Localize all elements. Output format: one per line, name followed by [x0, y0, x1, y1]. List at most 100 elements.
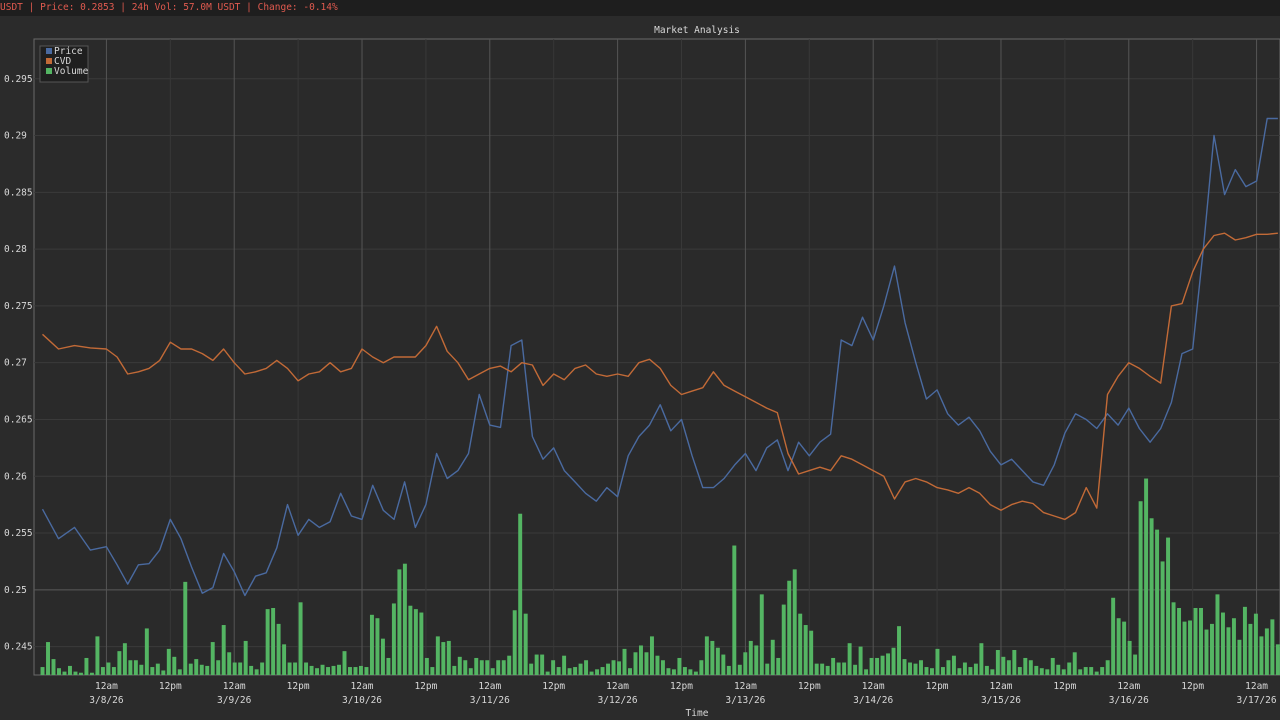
volume-bar [512, 610, 517, 675]
y-tick-label: 0.27 [4, 358, 27, 369]
volume-bar [655, 655, 660, 675]
volume-bar [133, 660, 138, 675]
volume-bar [1116, 618, 1121, 675]
volume-bar [540, 654, 545, 675]
volume-bar [188, 663, 193, 675]
volume-bar [765, 663, 770, 675]
volume-bar [122, 643, 127, 675]
volume-bar [249, 665, 254, 675]
volume-bar [1210, 623, 1214, 675]
volume-bar [177, 669, 182, 675]
volume-bar [331, 665, 336, 675]
volume-bar [671, 669, 676, 675]
volume-bar [221, 625, 226, 675]
volume-bar [479, 660, 484, 675]
volume-bar [413, 609, 418, 675]
volume-bar [430, 667, 435, 675]
y-tick-label: 0.265 [4, 414, 33, 425]
volume-bar [348, 667, 352, 675]
change-value: -0.14% [303, 2, 338, 13]
volume-bar [1122, 621, 1127, 675]
ticker-pair: USDT [0, 2, 23, 13]
x-tick-label: 12pm [287, 681, 310, 692]
volume-bar [633, 652, 638, 675]
legend-swatch-volume [46, 68, 52, 74]
x-tick-label: 12am [351, 681, 374, 692]
market-chart[interactable]: Market Analysis 0.2450.250.2550.260.2650… [0, 16, 1280, 720]
volume-bar [386, 657, 391, 675]
volume-bar [891, 647, 896, 675]
volume-bar [518, 513, 523, 675]
volume-bar [304, 662, 309, 675]
volume-bar [46, 642, 50, 675]
volume-bar [128, 660, 133, 675]
volume-bar [62, 671, 67, 675]
volume-bar [1248, 623, 1253, 675]
volume-bar [1056, 664, 1061, 675]
volume-bar [326, 667, 330, 675]
volume-bar [342, 651, 347, 675]
volume-bar [595, 669, 600, 675]
volume-label: 24h Vol: [131, 2, 178, 13]
volume-bar [957, 668, 962, 675]
volume-bar [1264, 628, 1269, 675]
volume-bar [1275, 644, 1280, 675]
volume-bar [155, 663, 160, 675]
volume-bar [194, 659, 199, 675]
volume-bar [1089, 667, 1094, 675]
volume-bar [441, 642, 446, 675]
y-tick-label: 0.285 [4, 187, 33, 198]
x-tick-date-label: 3/17/26 [1237, 695, 1277, 706]
change-label: Change: [257, 2, 298, 13]
volume-bar [391, 603, 396, 675]
volume-bar [1111, 597, 1116, 675]
volume-bar [644, 652, 649, 675]
volume-bar [842, 662, 847, 675]
volume-bar [584, 660, 589, 675]
volume-bar [929, 668, 934, 675]
x-tick-date-label: 3/16/26 [1109, 695, 1149, 706]
volume-bar [1149, 518, 1154, 675]
volume-bar [567, 668, 572, 675]
volume-bar [276, 623, 281, 675]
volume-bar [611, 660, 616, 675]
volume-bar [1023, 657, 1028, 675]
volume-bar [913, 663, 918, 675]
volume-bar [1078, 669, 1083, 675]
ticker-separator: | [246, 2, 252, 13]
volume-bar [452, 665, 457, 675]
volume-bar [770, 639, 775, 675]
volume-bar [940, 667, 945, 675]
volume-bar [457, 656, 462, 675]
volume-bar [1138, 501, 1143, 675]
volume-bar [1061, 669, 1066, 675]
x-axis-title: Time [686, 708, 709, 719]
volume-bar [485, 660, 490, 675]
volume-bar [660, 660, 665, 675]
volume-bar [886, 653, 891, 675]
plot-area[interactable] [33, 38, 1280, 676]
volume-bar [781, 604, 786, 675]
volume-bar [40, 667, 45, 675]
volume-bar [57, 668, 61, 675]
volume-bar [699, 660, 704, 675]
volume-bar [1105, 660, 1110, 675]
volume-bar [496, 660, 501, 675]
volume-bar [1177, 607, 1182, 675]
volume-bar [831, 657, 836, 675]
volume-bar [106, 662, 111, 675]
volume-bar [924, 667, 929, 675]
volume-bar [232, 662, 237, 675]
volume-bar [315, 668, 320, 675]
volume-bar [67, 665, 72, 675]
volume-bar [935, 648, 940, 675]
volume-bar [1199, 607, 1203, 675]
x-tick-label: 12pm [542, 681, 565, 692]
volume-bar [117, 651, 122, 675]
volume-bar [759, 594, 764, 675]
volume-bar [622, 648, 627, 675]
volume-bar [908, 662, 912, 675]
legend-label-volume: Volume [54, 66, 89, 77]
volume-bar [490, 668, 495, 675]
